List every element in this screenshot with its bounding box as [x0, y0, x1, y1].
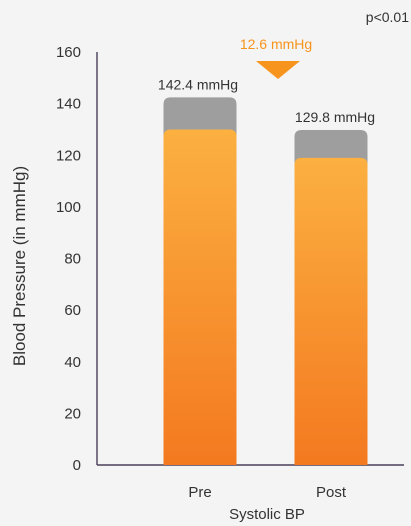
x-tick-label-post: Post	[316, 484, 347, 501]
y-tick-label: 80	[64, 251, 81, 268]
y-tick-label: 140	[56, 96, 81, 113]
bars-group	[163, 97, 368, 466]
bar-value-label-post: 129.8 mmHg	[295, 109, 375, 125]
y-tick-label: 160	[56, 44, 81, 61]
y-tick-label: 120	[56, 147, 81, 164]
down-triangle-icon	[256, 61, 300, 79]
highlight-bar-pre	[163, 129, 237, 465]
difference-label: 12.6 mmHg	[240, 36, 312, 52]
y-tick-label: 40	[64, 354, 81, 371]
y-axis-ticks: 0 20 40 60 80 100 120 140 160	[56, 44, 81, 474]
x-tick-label-pre: Pre	[188, 484, 211, 501]
y-axis-title: Blood Pressure (in mmHg)	[10, 166, 29, 366]
highlight-bar-post	[294, 157, 368, 466]
x-axis-title: Systolic BP	[229, 506, 305, 523]
y-tick-label: 60	[64, 302, 81, 319]
y-tick-label: 0	[73, 457, 81, 474]
p-value-label: p<0.01	[366, 9, 409, 25]
y-tick-label: 100	[56, 199, 81, 216]
bar-value-label-pre: 142.4 mmHg	[158, 76, 238, 92]
y-tick-label: 20	[64, 405, 81, 422]
